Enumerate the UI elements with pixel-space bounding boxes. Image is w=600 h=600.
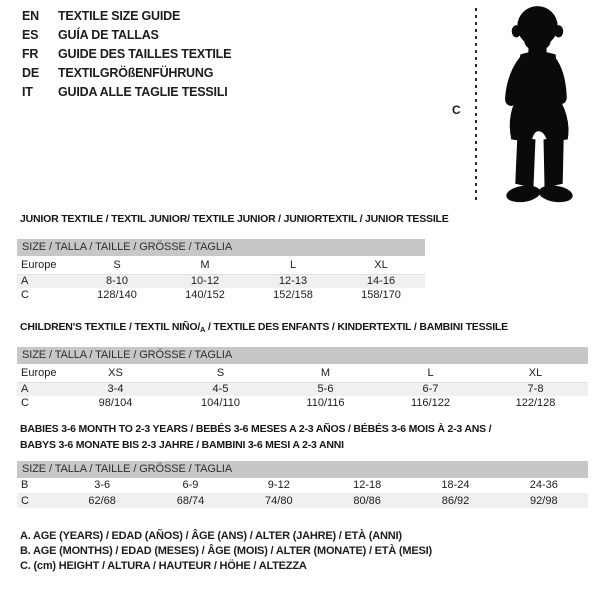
language-row: IT GUIDA ALLE TAGLIE TESSILI bbox=[22, 83, 231, 102]
size-cell: 62/68 bbox=[88, 494, 116, 507]
table-row: A 3-4 4-5 5-6 6-7 7-8 bbox=[17, 382, 588, 396]
size-cell: 128/140 bbox=[97, 289, 137, 301]
babies-size-table: SIZE / TALLA / TAILLE / GRÖSSE / TAGLIA … bbox=[17, 461, 588, 508]
children-section-title: CHILDREN'S TEXTILE / TEXTIL NIÑO/A / TEX… bbox=[20, 321, 508, 334]
language-code: DE bbox=[22, 66, 39, 80]
language-title: TEXTILGRÖßENFÜHRUNG bbox=[58, 66, 214, 80]
size-cell: 152/158 bbox=[273, 289, 313, 301]
table-row: Europe S M L XL bbox=[17, 256, 425, 274]
size-cell: 74/80 bbox=[265, 494, 293, 507]
size-cell: XS bbox=[108, 366, 123, 379]
footnote-a: A. AGE (YEARS) / EDAD (AÑOS) / ÂGE (ANS)… bbox=[20, 530, 402, 542]
row-label: C bbox=[21, 289, 29, 301]
size-cell: 3-6 bbox=[94, 479, 111, 492]
footnote-legend: A. AGE (YEARS) / EDAD (AÑOS) / ÂGE (ANS)… bbox=[20, 529, 432, 575]
size-cell: 158/170 bbox=[361, 289, 401, 301]
size-cell: L bbox=[289, 258, 297, 271]
size-cell: 10-12 bbox=[190, 275, 220, 288]
language-code: IT bbox=[22, 85, 33, 99]
size-cell: 24-36 bbox=[529, 479, 558, 492]
table-row: C 62/68 68/74 74/80 80/86 86/92 92/98 bbox=[17, 493, 588, 508]
table-row: C 98/104 104/110 110/116 116/122 122/128 bbox=[17, 396, 588, 410]
height-measure-dashed-line bbox=[475, 8, 477, 204]
babies-section-title: BABIES 3-6 MONTH TO 2-3 YEARS / BEBÉS 3-… bbox=[20, 422, 492, 453]
table-row: B 3-6 6-9 9-12 12-18 18-24 24-36 bbox=[17, 478, 588, 493]
row-label: A bbox=[21, 383, 29, 396]
row-label: C bbox=[21, 494, 29, 507]
children-title-pre: CHILDREN'S TEXTILE / TEXTIL NIÑO/ bbox=[20, 321, 201, 333]
size-cell: M bbox=[200, 258, 210, 271]
table-row: Europe XS S M L XL bbox=[17, 364, 588, 382]
babies-title-line2: BABYS 3-6 MONATE BIS 2-3 JAHRE / BAMBINI… bbox=[20, 438, 344, 451]
size-cell: 80/86 bbox=[353, 494, 381, 507]
size-cell: XL bbox=[374, 258, 388, 271]
size-cell: XL bbox=[528, 366, 543, 379]
size-cell: 68/74 bbox=[176, 494, 205, 507]
size-header-bar: SIZE / TALLA / TAILLE / GRÖSSE / TAGLIA bbox=[17, 461, 588, 478]
language-code: ES bbox=[22, 28, 39, 42]
size-cell: 104/110 bbox=[201, 397, 240, 409]
row-label: C bbox=[21, 397, 29, 409]
footnote-b: B. AGE (MONTHS) / EDAD (MESES) / ÂGE (MO… bbox=[20, 545, 432, 558]
size-cell: 18-24 bbox=[441, 479, 470, 492]
junior-section-title: JUNIOR TEXTILE / TEXTIL JUNIOR/ TEXTILE … bbox=[20, 213, 449, 225]
children-title-post: / TEXTILE DES ENFANTS / KINDERTEXTIL / B… bbox=[205, 321, 508, 333]
language-title: TEXTILE SIZE GUIDE bbox=[58, 9, 181, 23]
size-cell: 12-18 bbox=[353, 479, 382, 492]
row-label: Europe bbox=[21, 366, 57, 379]
size-cell: 3-4 bbox=[107, 383, 124, 396]
toddler-silhouette-image bbox=[505, 6, 573, 203]
size-cell: 9-12 bbox=[267, 479, 290, 492]
language-title: GUÍA DE TALLAS bbox=[58, 28, 159, 42]
size-cell: S bbox=[216, 366, 225, 379]
row-label: A bbox=[21, 275, 29, 288]
height-measure-label-c: C bbox=[452, 103, 461, 117]
size-cell: 86/92 bbox=[441, 494, 470, 507]
size-cell: 6-9 bbox=[182, 479, 199, 492]
footnote-c: C. (cm) HEIGHT / ALTURA / HAUTEUR / HÖHE… bbox=[20, 560, 307, 573]
size-cell: 92/98 bbox=[530, 494, 558, 507]
size-cell: 110/116 bbox=[306, 397, 345, 409]
table-row: C 128/140 140/152 152/158 158/170 bbox=[17, 288, 425, 302]
language-row: EN TEXTILE SIZE GUIDE bbox=[22, 7, 231, 26]
children-size-table: SIZE / TALLA / TAILLE / GRÖSSE / TAGLIA … bbox=[17, 347, 588, 410]
language-row: FR GUIDE DES TAILLES TEXTILE bbox=[22, 45, 231, 64]
size-cell: 8-10 bbox=[105, 275, 129, 288]
row-label: B bbox=[21, 479, 29, 492]
size-cell: 14-16 bbox=[366, 275, 396, 288]
row-label: Europe bbox=[21, 258, 57, 271]
language-title: GUIDA ALLE TAGLIE TESSILI bbox=[58, 85, 228, 99]
size-cell: 5-6 bbox=[317, 383, 334, 396]
size-cell: 116/122 bbox=[411, 397, 450, 409]
size-cell: 122/128 bbox=[515, 397, 556, 409]
language-list: EN TEXTILE SIZE GUIDE ES GUÍA DE TALLAS … bbox=[22, 7, 231, 102]
size-cell: 140/152 bbox=[185, 289, 225, 301]
children-title-subscript: A bbox=[200, 325, 206, 334]
babies-title-line1: BABIES 3-6 MONTH TO 2-3 YEARS / BEBÉS 3-… bbox=[20, 423, 492, 435]
size-cell: 12-13 bbox=[278, 275, 308, 288]
language-title: GUIDE DES TAILLES TEXTILE bbox=[58, 47, 232, 61]
table-row: A 8-10 10-12 12-13 14-16 bbox=[17, 274, 425, 288]
size-cell: L bbox=[427, 366, 434, 379]
language-code: FR bbox=[22, 47, 39, 61]
size-cell: 98/104 bbox=[98, 397, 133, 409]
language-code: EN bbox=[22, 9, 39, 23]
size-cell: M bbox=[320, 366, 331, 379]
size-header-bar: SIZE / TALLA / TAILLE / GRÖSSE / TAGLIA bbox=[17, 239, 425, 256]
size-cell: 7-8 bbox=[527, 383, 544, 396]
junior-size-table: SIZE / TALLA / TAILLE / GRÖSSE / TAGLIA … bbox=[17, 239, 425, 302]
language-row: DE TEXTILGRÖßENFÜHRUNG bbox=[22, 64, 231, 83]
language-row: ES GUÍA DE TALLAS bbox=[22, 26, 231, 45]
size-header-bar: SIZE / TALLA / TAILLE / GRÖSSE / TAGLIA bbox=[17, 347, 588, 364]
size-cell: S bbox=[113, 258, 121, 271]
size-cell: 4-5 bbox=[212, 383, 229, 396]
size-cell: 6-7 bbox=[422, 383, 439, 396]
